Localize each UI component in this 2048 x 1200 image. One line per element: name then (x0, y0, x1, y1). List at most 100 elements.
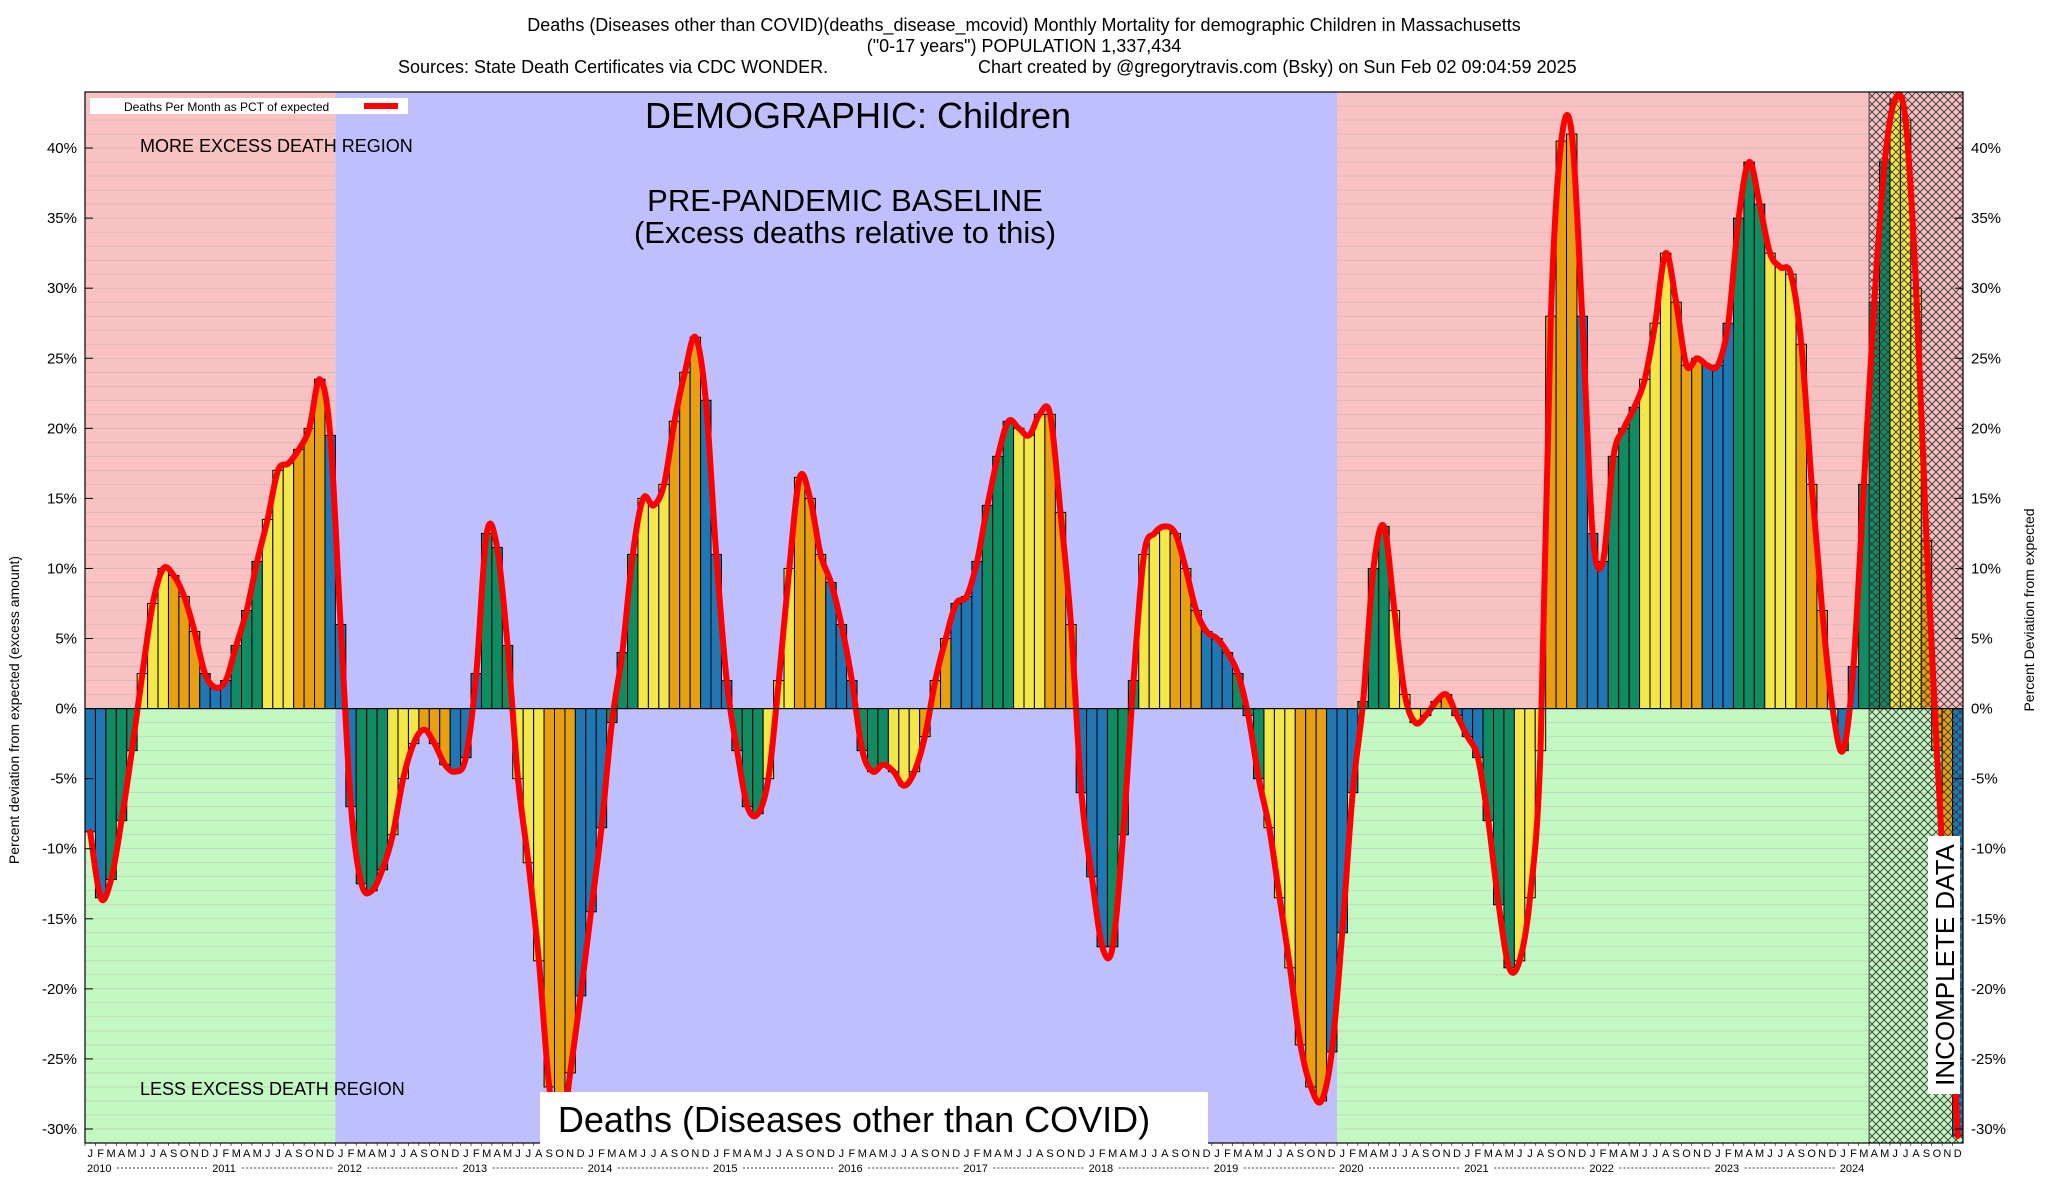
y-tick-label-right: 20% (1971, 420, 2001, 437)
x-month-label: A (1370, 1148, 1378, 1160)
x-month-label: J (1214, 1148, 1220, 1160)
x-month-label: M (1880, 1148, 1889, 1160)
bar-month (1743, 161, 1755, 710)
x-month-label: J (87, 1148, 93, 1160)
y-tick-label-right: 5% (1971, 631, 1993, 648)
x-month-label: M (732, 1148, 741, 1160)
x-month-label: O (430, 1148, 439, 1160)
bar-month (1148, 532, 1161, 710)
x-month-label: J (1715, 1148, 1721, 1160)
x-year-label: 2013 (463, 1163, 487, 1175)
x-month-label: D (827, 1148, 835, 1160)
x-month-label: M (482, 1148, 491, 1160)
y-tick-label-left: -30% (42, 1121, 77, 1138)
bar-month (1659, 252, 1672, 710)
x-month-label: F (723, 1148, 730, 1160)
x-month-label: A (285, 1148, 293, 1160)
bar-month (376, 708, 389, 871)
y-tick-label-right: 0% (1971, 701, 1993, 718)
x-year-label: 2022 (1589, 1163, 1613, 1175)
x-month-label: J (338, 1148, 344, 1160)
legend-box (90, 98, 408, 114)
x-month-label: M (1233, 1148, 1242, 1160)
x-month-label: A (410, 1148, 418, 1160)
x-month-label: J (891, 1148, 897, 1160)
x-month-label: J (766, 1148, 772, 1160)
bar-month (960, 595, 973, 710)
x-month-label: M (1734, 1148, 1743, 1160)
x-month-label: J (1016, 1148, 1022, 1160)
x-month-label: F (1474, 1148, 1481, 1160)
x-month-label: D (201, 1148, 209, 1160)
bar-month (554, 708, 566, 1144)
x-month-label: M (607, 1148, 616, 1160)
x-month-label: F (222, 1148, 229, 1160)
bar-month (679, 371, 691, 710)
x-month-label: J (1152, 1148, 1158, 1160)
bar-month (1211, 638, 1223, 710)
bar-month (1701, 364, 1714, 710)
bottom-caption-background (540, 1092, 1208, 1146)
x-month-label: O (806, 1148, 815, 1160)
bar-month (1712, 364, 1724, 710)
x-month-label: A (1036, 1148, 1044, 1160)
x-month-label: M (1108, 1148, 1117, 1160)
y-tick-label-right: 30% (1971, 280, 2001, 297)
x-month-label: M (628, 1148, 637, 1160)
x-month-label: S (671, 1148, 678, 1160)
x-month-label: N (942, 1148, 950, 1160)
bar-month (898, 708, 910, 787)
x-month-label: F (1850, 1148, 1857, 1160)
x-month-label: N (1443, 1148, 1451, 1160)
x-month-label: D (1203, 1148, 1211, 1160)
x-month-label: F (598, 1148, 605, 1160)
x-month-label: J (839, 1148, 845, 1160)
y-tick-label-right: -30% (1971, 1121, 2006, 1138)
x-month-label: D (1703, 1148, 1711, 1160)
x-month-label: F (1600, 1148, 1607, 1160)
x-month-label: S (1297, 1148, 1304, 1160)
y-tick-label-left: -15% (42, 911, 77, 928)
bar-month (1764, 252, 1776, 710)
x-month-label: O (681, 1148, 690, 1160)
x-month-label: J (1840, 1148, 1846, 1160)
x-month-label: O (305, 1148, 314, 1160)
x-month-label: J (463, 1148, 469, 1160)
y-tick-label-left: -5% (50, 771, 77, 788)
bar-month (1732, 217, 1745, 710)
x-month-label: M (1630, 1148, 1639, 1160)
demographic-title: DEMOGRAPHIC: Children (645, 95, 1071, 136)
x-month-label: N (817, 1148, 825, 1160)
x-month-label: A (786, 1148, 794, 1160)
x-year-label: 2020 (1339, 1163, 1363, 1175)
y-tick-label-left: 15% (47, 490, 77, 507)
y-tick-label-left: 30% (47, 280, 77, 297)
y-tick-label-right: 15% (1971, 490, 2001, 507)
bar-month (647, 504, 660, 710)
chart-header-sources: Sources: State Death Certificates via CD… (398, 57, 829, 77)
x-month-label: A (368, 1148, 376, 1160)
x-year-label: 2019 (1214, 1163, 1238, 1175)
y-tick-label-left: 0% (55, 701, 77, 718)
more-excess-region-label: MORE EXCESS DEATH REGION (140, 136, 413, 156)
x-month-label: O (1432, 1148, 1441, 1160)
x-month-label: M (753, 1148, 762, 1160)
x-month-label: A (619, 1148, 627, 1160)
bar-month (1002, 420, 1015, 710)
x-month-label: D (952, 1148, 960, 1160)
x-month-label: M (879, 1148, 888, 1160)
x-month-label: M (1609, 1148, 1618, 1160)
x-month-label: M (1004, 1148, 1013, 1160)
x-year-label: 2018 (1089, 1163, 1113, 1175)
bar-month (1639, 378, 1651, 710)
bar-month (1013, 427, 1025, 710)
y-tick-label-right: -5% (1971, 771, 1998, 788)
x-month-label: J (1642, 1148, 1648, 1160)
baseline-label-line2: (Excess deaths relative to this) (634, 215, 1056, 250)
x-month-label: N (1317, 1148, 1325, 1160)
x-month-label: F (97, 1148, 104, 1160)
x-month-label: S (921, 1148, 928, 1160)
x-month-label: F (348, 1148, 355, 1160)
